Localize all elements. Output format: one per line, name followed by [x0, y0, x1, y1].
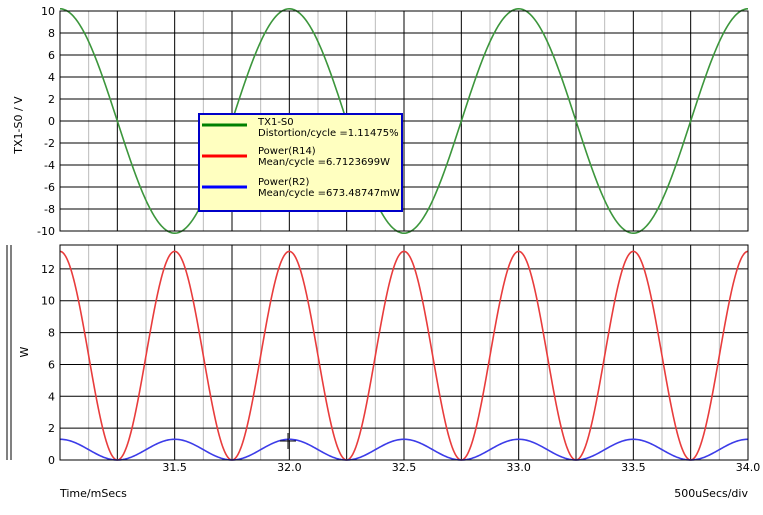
- legend-stat-r14: Mean/cycle =6.7123699W: [258, 157, 390, 168]
- x-tick-label: 32.0: [277, 461, 302, 474]
- top-y-tick-label: 2: [48, 93, 55, 106]
- top-y-tick-label: 8: [48, 27, 55, 40]
- top-y-axis-label: TX1-S0 / V: [12, 96, 25, 155]
- top-y-tick-label: -6: [44, 181, 55, 194]
- top-y-tick-label: 6: [48, 49, 55, 62]
- trace-tx1-s0: [59, 7, 749, 235]
- top-y-tick-label: -10: [37, 225, 55, 238]
- x-tick-label: 34.0: [736, 461, 761, 474]
- x-tick-label: 33.5: [621, 461, 646, 474]
- legend-label-tx1: TX1-S0: [257, 117, 294, 128]
- top-y-tick-label: -2: [44, 137, 55, 150]
- bottom-y-tick-label: 6: [48, 358, 55, 371]
- bottom-y-tick-label: 2: [48, 422, 55, 435]
- x-tick-label: 32.5: [392, 461, 417, 474]
- traces: [59, 7, 749, 461]
- top-panel-frame: [59, 10, 749, 232]
- trace-power-r2: [59, 438, 749, 461]
- trace-power-r14: [59, 250, 749, 461]
- x-tick-label: 33.0: [506, 461, 531, 474]
- bottom-y-tick-label: 12: [41, 263, 55, 276]
- top-y-tick-label: 0: [48, 115, 55, 128]
- bottom-y-tick-label: 0: [48, 454, 55, 467]
- legend-label-r2: Power(R2): [258, 177, 309, 188]
- legend-box[interactable]: TX1-S0 Distortion/cycle =1.11475% Power(…: [198, 113, 403, 212]
- legend-stat-r2: Mean/cycle =673.48747mW: [258, 188, 400, 199]
- top-panel-grid: [59, 10, 749, 232]
- bottom-panel-left-bars: [6, 245, 12, 460]
- tick-labels: 10 8 6 4 2 0 -2 -4 -6 -8 -10 12 10 8 6 4 2 0 31.5 32.0 32.5 3…: [37, 5, 760, 474]
- top-y-tick-label: -4: [44, 159, 55, 172]
- legend-label-r14: Power(R14): [258, 146, 316, 157]
- bottom-y-tick-label: 8: [48, 327, 55, 340]
- top-y-tick-label: -8: [44, 203, 55, 216]
- top-y-tick-label: 10: [41, 5, 55, 18]
- bottom-panel-grid: [59, 245, 749, 461]
- time-scale-label: 500uSecs/div: [674, 487, 748, 500]
- bottom-y-tick-label: 4: [48, 390, 55, 403]
- legend-stat-tx1: Distortion/cycle =1.11475%: [258, 128, 399, 139]
- bottom-panel-frame: [59, 244, 749, 461]
- cursor-crosshair[interactable]: [280, 433, 296, 449]
- bottom-y-axis-label: W: [18, 346, 31, 357]
- x-axis-label: Time/mSecs: [59, 487, 127, 500]
- x-tick-label: 31.5: [162, 461, 187, 474]
- top-y-tick-label: 4: [48, 71, 55, 84]
- bottom-y-tick-label: 10: [41, 295, 55, 308]
